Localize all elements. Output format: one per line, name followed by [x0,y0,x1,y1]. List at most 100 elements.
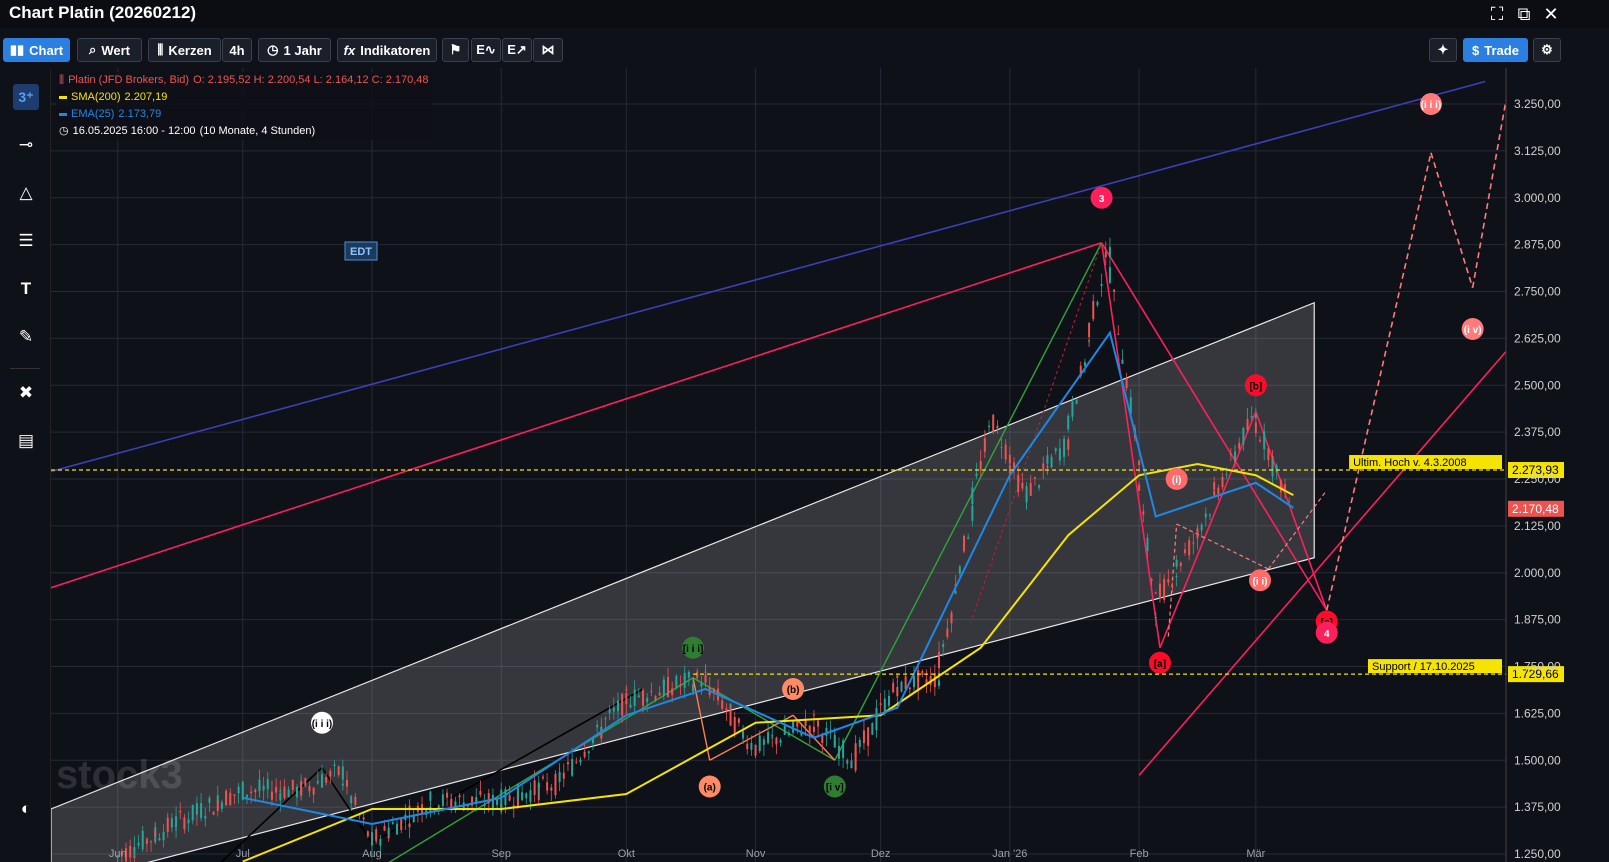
pen-tool-icon[interactable]: ✎ [18,327,34,346]
candle-body [1175,559,1178,567]
y-tick-label: 2.625,00 [1514,331,1561,345]
candle-body [1092,300,1095,320]
candle-body [1008,465,1011,474]
candle-body [1058,448,1061,461]
candle-body [1071,400,1074,417]
candle-body [312,787,315,795]
trade-button[interactable]: $ Trade [1463,38,1528,62]
candle-body [637,695,640,697]
candle-body [746,743,749,750]
magic-button[interactable]: ✦ [1429,38,1457,62]
candle-body [254,789,257,793]
legend-sma-row: SMA(200) 2.207,19 [56,89,432,106]
candle-body [687,672,690,678]
candle-body [1154,617,1157,619]
triangle-tool-icon[interactable]: △ [19,183,33,202]
toolbar: ▮▮ Chart ⌕ Wert ⫼ Kerzen 4h ◷ 1 Jahr fx Indik… [0,36,1609,66]
popout-icon[interactable]: ⧉ [1517,4,1531,24]
legend-instrument: Platin (JFD Brokers, Bid) [68,74,190,86]
candle-body [346,779,349,787]
x-tick-label: Feb [1130,848,1149,860]
indikatoren-button[interactable]: fx Indikatoren [337,38,437,62]
red-wave-line [1255,411,1328,611]
candle-body [516,792,519,808]
indikatoren-label: Indikatoren [360,42,431,58]
candle-body [958,566,961,574]
kerzen-button[interactable]: ⫼ Kerzen [148,38,221,62]
candle-body [591,739,594,744]
hline-label-bg [1368,659,1502,674]
interval-button[interactable]: 4h [222,38,252,62]
candle-body [667,676,670,697]
title-bar: Chart Platin (20260212) ⛶ ⧉ ✕ [0,0,1609,28]
candle-body [316,781,319,784]
price-chart[interactable]: Ultim. Hoch v. 4.3.2008 2.273,93 Support /… [51,68,1609,862]
candle-body [446,792,449,798]
candle-body [391,822,394,824]
candle-body [721,700,724,709]
wave-label-circle [1315,621,1338,644]
candle-body [862,730,865,744]
layers-icon[interactable]: ▤ [17,431,35,450]
candle-body [950,612,953,624]
candle-icon: ⫼ [157,42,164,57]
text-tool-icon[interactable]: T [20,279,32,298]
projection-line [971,242,1103,618]
candle-body [341,783,344,786]
pattern-button[interactable]: ⋈ [533,38,563,62]
candle-body [783,725,786,735]
candle-body [1271,461,1274,477]
candle-body [1279,480,1282,493]
y-tick-label: 2.750,00 [1514,285,1561,299]
candle-body [683,672,686,688]
tools-icon[interactable]: ✖ [18,383,34,402]
candle-body [1225,474,1228,476]
candle-body [241,781,244,800]
candle-body [646,697,649,702]
hline-value: 1.729,66 [1512,667,1559,681]
close-icon[interactable]: ✕ [1543,4,1559,24]
line-tool-icon[interactable]: ⊸ [18,135,34,154]
bookmark-button[interactable]: ⚑ [442,38,469,62]
edt-badge[interactable]: EDT [344,241,378,261]
ema25-line [242,330,1294,826]
candle-body [408,823,411,828]
candle-body [433,809,436,811]
candle-body [1021,482,1024,489]
elliott-wave-tool-icon[interactable]: 3⁺ [13,84,39,110]
candle-body [938,680,941,686]
y-tick-label: 2.250,00 [1514,472,1561,486]
candle-body [596,724,599,728]
candle-body [754,744,757,756]
candle-body [287,789,290,797]
wave-label: (b) [787,685,800,696]
candle-body [1017,474,1020,493]
wave-label: [i v] [826,783,844,794]
elliott-button[interactable]: E∿ [471,38,501,62]
settings-button[interactable]: ⚙ [1533,38,1561,62]
fibonacci-tool-icon[interactable]: ☰ [18,231,34,250]
candle-body [191,804,194,821]
y-tick-label: 2.500,00 [1514,378,1561,392]
candle-body [170,818,173,828]
legend-sma-label: SMA(200) [71,91,121,103]
candle-body [462,802,465,811]
candle-body [1067,415,1070,430]
candle-body [604,718,607,720]
x-tick-label: Jun [109,848,127,860]
elliott-line-button[interactable]: E↗ [502,38,532,62]
axes: 3.250,00 3.125,00 3.000,00 2.875,00 2.750,00… [109,68,1561,862]
wave-label-circle [782,678,805,700]
candle-body [354,796,357,805]
candle-body [1146,537,1149,552]
chart-button[interactable]: ▮▮ Chart [3,38,70,62]
sma200-line [242,462,1294,862]
wert-button[interactable]: ⌕ Wert [77,38,142,62]
candle-body [187,819,190,824]
maximize-icon[interactable]: ⛶ [1490,4,1504,24]
candle-body [1067,439,1070,450]
candle-body [608,709,611,713]
chart-button-label: Chart [29,42,64,58]
contrast-icon[interactable]: ◐ [20,799,32,818]
range-button[interactable]: ◷ 1 Jahr [258,38,331,62]
